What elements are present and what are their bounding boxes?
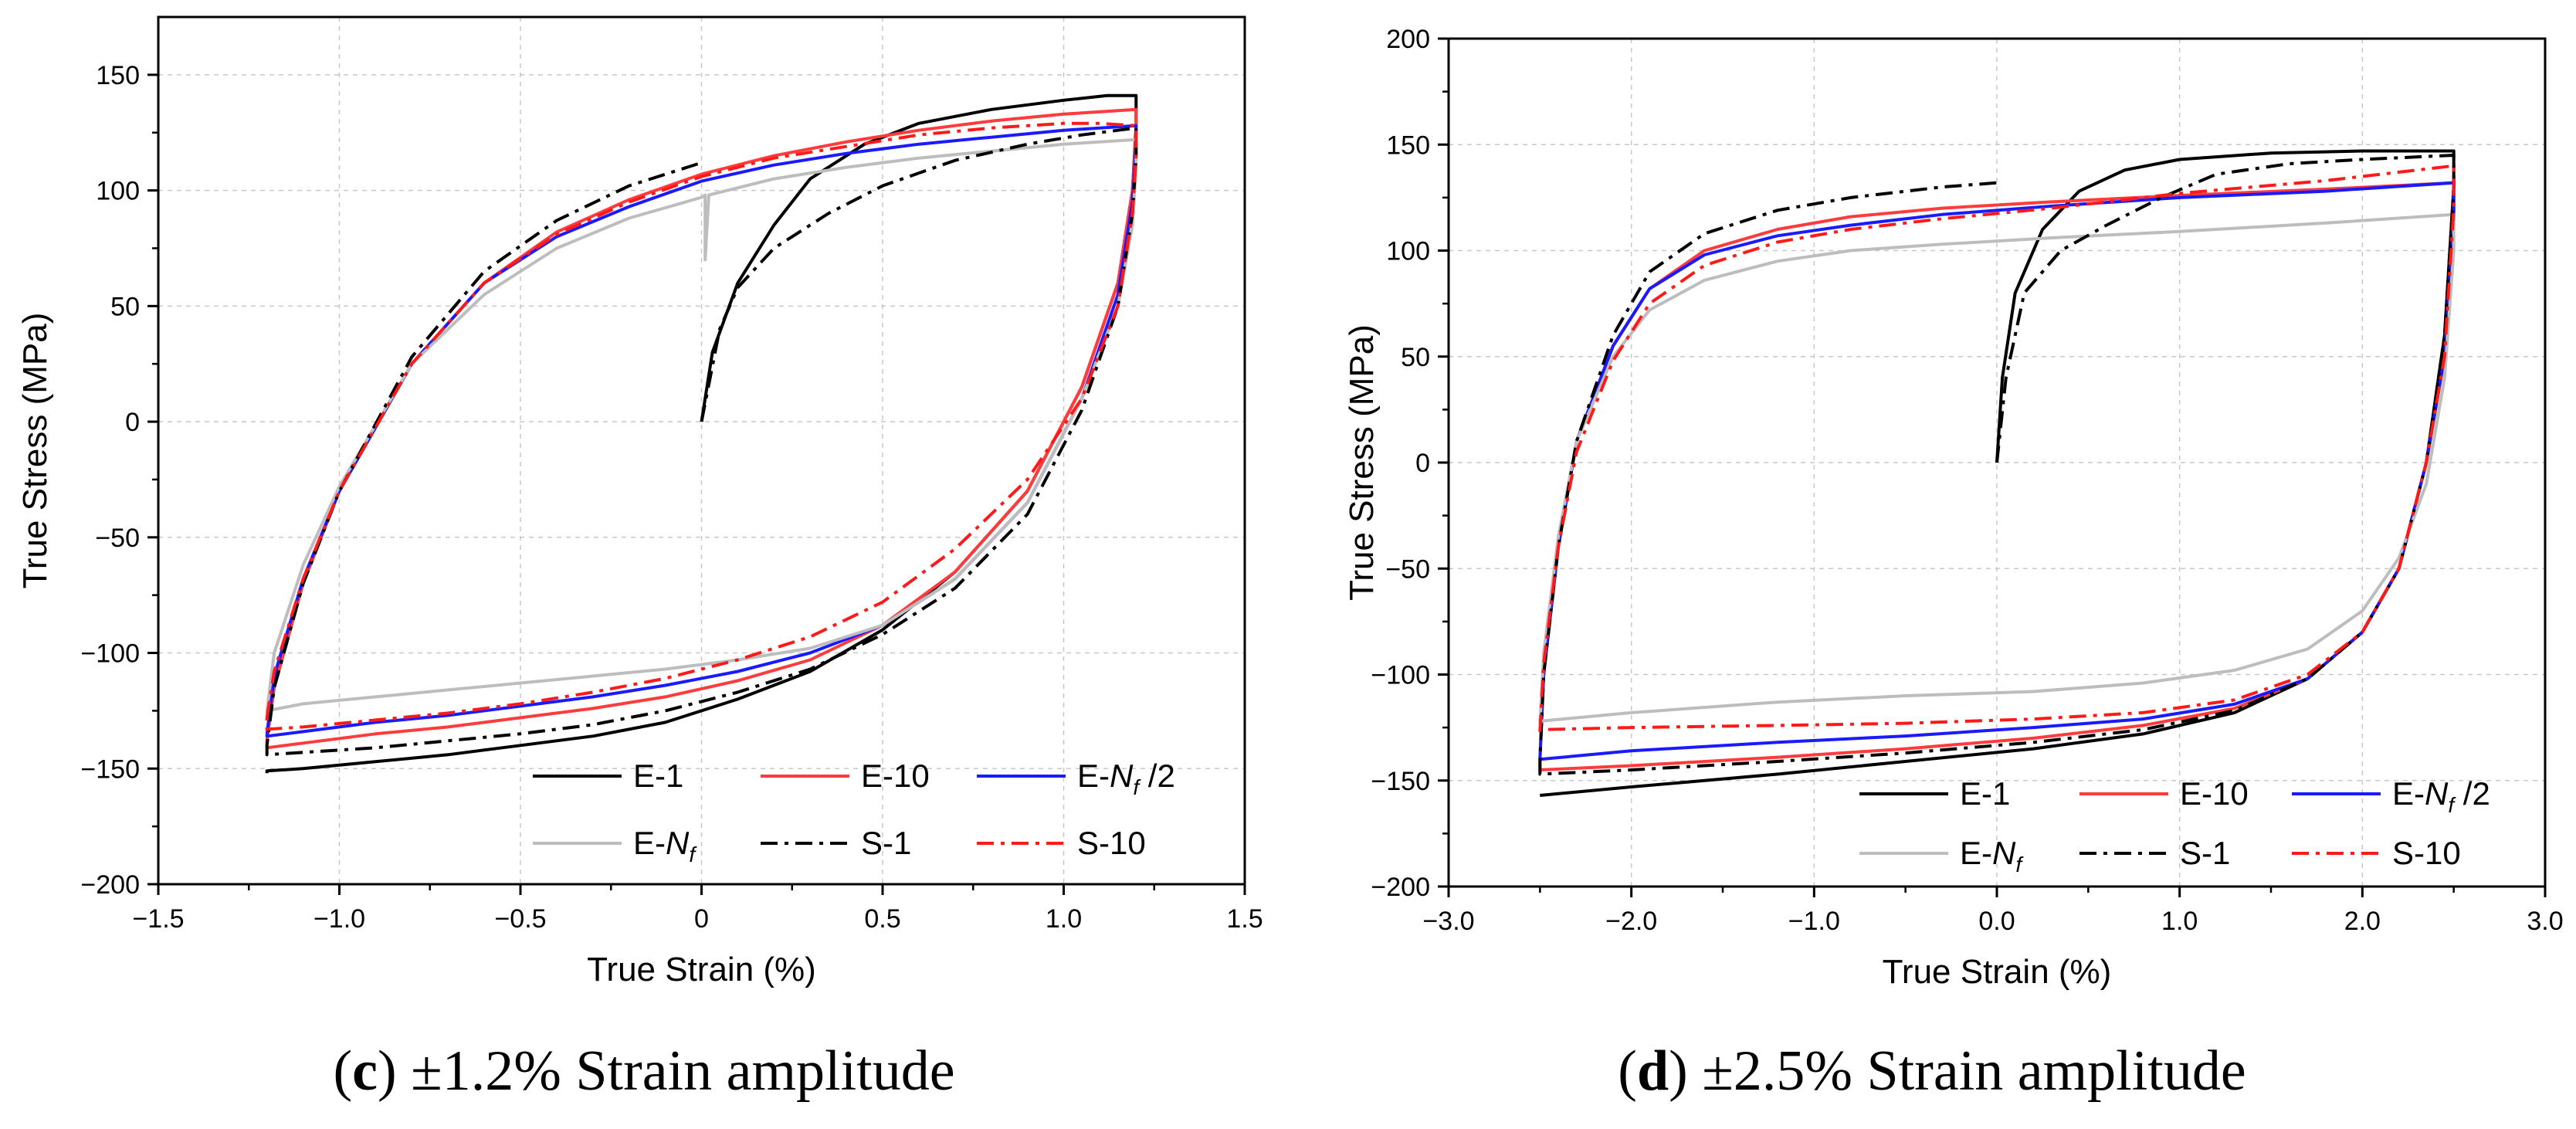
- c-legend-label-italic: N: [666, 825, 690, 861]
- c-ytick-label: −50: [95, 524, 140, 553]
- d-series-s-1: [1538, 154, 2456, 776]
- c-legend-label: S-10: [1077, 825, 1146, 861]
- c-legend-label-subscript: f: [689, 843, 697, 866]
- d-legend-label: S-1: [2180, 835, 2230, 871]
- d-xtick-label: −2.0: [1605, 907, 1657, 936]
- panel-d: −3.0 −2.0 −1.0 0.0 1.0 2.0 3.0 −200 −150 −100 −50 0…: [1288, 0, 2576, 1129]
- c-legend-label-main: S-1: [861, 825, 911, 861]
- c-xtick-label: −1.5: [132, 904, 184, 934]
- c-legend-label-main: S-10: [1077, 825, 1146, 861]
- c-xtick-label: 1.5: [1226, 904, 1263, 934]
- caption-c-letter: c: [352, 1039, 378, 1103]
- c-legend-label: S-1: [861, 825, 911, 861]
- c-ytick-label: 150: [96, 61, 140, 90]
- c-series-group: [265, 93, 1138, 774]
- caption-d: (d) ±2.5% Strain amplitude: [1288, 1039, 2576, 1104]
- caption-c-paren-close: ): [377, 1039, 397, 1103]
- d-series-e-nf: [1538, 212, 2456, 724]
- d-xtick-label: 3.0: [2527, 907, 2563, 936]
- c-series-s-1: [265, 126, 1138, 757]
- chart-c: −1.5 −1.0 −0.5 0 0.5 1.0 1.5 −200 −150 −100 −50 0 50…: [16, 15, 1263, 988]
- d-xtick-label: 1.0: [2161, 907, 2198, 936]
- d-ytick-label: −100: [1371, 661, 1430, 690]
- d-xtick-label: 0.0: [1978, 907, 2015, 936]
- c-ytick-label: −200: [80, 870, 140, 900]
- d-series-s-10: [1538, 164, 2456, 732]
- c-series-e-nf: [265, 137, 1138, 714]
- c-xtick-label: −1.0: [314, 904, 365, 934]
- d-xtick-label: 2.0: [2344, 907, 2381, 936]
- c-legend-label-subscript: f: [1133, 775, 1141, 799]
- caption-d-text: ±2.5% Strain amplitude: [1687, 1039, 2246, 1103]
- d-xtick-label: −1.0: [1788, 907, 1840, 936]
- c-ytick-label: −150: [80, 754, 140, 784]
- c-legend-label-main: E-1: [633, 758, 683, 794]
- caption-c-paren-open: (: [333, 1039, 353, 1103]
- d-yaxis-title: True Stress (MPa): [1343, 324, 1381, 601]
- c-ticks: [147, 73, 1246, 895]
- c-xtick-label: 0.5: [864, 904, 900, 934]
- caption-d-paren-close: ): [1669, 1039, 1688, 1103]
- caption-d-paren-open: (: [1618, 1039, 1637, 1103]
- c-legend-label: E-Nf: [633, 825, 697, 866]
- c-legend: E-1 E-10 E-Nf /2E-Nf S-1 S-10: [533, 758, 1175, 866]
- d-ytick-label: 0: [1415, 449, 1430, 478]
- c-legend-label: E-1: [633, 758, 683, 794]
- c-ytick-label: −100: [80, 639, 140, 669]
- d-ticks: [1438, 37, 2547, 897]
- caption-d-letter: d: [1636, 1039, 1669, 1103]
- c-legend-label: E-10: [861, 758, 930, 794]
- d-ytick-label: 100: [1386, 237, 1430, 266]
- c-xaxis-title: True Strain (%): [587, 951, 816, 988]
- d-legend-label: E-10: [2180, 775, 2249, 812]
- d-ytick-label: −200: [1371, 873, 1430, 902]
- d-legend-label-main: E-1: [1960, 775, 2010, 812]
- d-legend-label: S-10: [2392, 835, 2461, 871]
- d-xaxis-title: True Strain (%): [1883, 953, 2112, 991]
- d-ytick-label: 200: [1386, 25, 1430, 54]
- d-legend-label: E-Nf /2: [2392, 775, 2490, 817]
- c-xtick-label: −0.5: [494, 904, 546, 934]
- d-legend-label-subscript: f: [2448, 793, 2456, 817]
- c-legend-label-main: E-: [1077, 758, 1110, 794]
- c-ytick-label: 50: [110, 292, 140, 321]
- d-legend-label-italic: N: [1992, 835, 2016, 871]
- d-legend-label-main: E-: [2392, 775, 2425, 812]
- d-legend-label-suffix: /2: [2454, 775, 2490, 812]
- d-legend-label-subscript: f: [2015, 853, 2024, 876]
- c-legend-label: E-Nf /2: [1077, 758, 1175, 799]
- d-ytick-label: −150: [1371, 767, 1430, 796]
- d-xtick-label: −3.0: [1422, 907, 1474, 936]
- d-legend-label-main: E-: [1960, 835, 1992, 871]
- d-legend-label-italic: N: [2425, 775, 2449, 812]
- d-series-group: [1538, 149, 2456, 797]
- c-ytick-label: 0: [125, 408, 140, 437]
- d-legend-label: E-Nf: [1960, 835, 2024, 876]
- panel-c: −1.5 −1.0 −0.5 0 0.5 1.0 1.5 −200 −150 −100 −50 0 50…: [0, 15, 1288, 1104]
- chart-d: −3.0 −2.0 −1.0 0.0 1.0 2.0 3.0 −200 −150 −100 −50 0…: [1343, 25, 2564, 991]
- c-series-s-10: [265, 121, 1138, 731]
- caption-c-text: ±1.2% Strain amplitude: [396, 1039, 955, 1103]
- c-yaxis-title: True Stress (MPa): [16, 313, 54, 589]
- d-ytick-label: −50: [1385, 554, 1430, 584]
- d-legend-label-main: S-1: [2180, 835, 2230, 871]
- c-gridlines: [158, 17, 1245, 884]
- c-legend-label-suffix: /2: [1139, 758, 1175, 794]
- d-legend: E-1 E-10 E-Nf /2E-Nf S-1 S-10: [1859, 775, 2490, 876]
- d-legend-label-main: S-10: [2392, 835, 2461, 871]
- c-xtick-label: 0: [694, 904, 709, 934]
- d-ytick-label: 50: [1401, 343, 1430, 372]
- caption-c: (c) ±1.2% Strain amplitude: [0, 1039, 1288, 1104]
- c-series-e-nf-2: [265, 124, 1138, 738]
- c-legend-label-main: E-10: [861, 758, 930, 794]
- c-ytick-label: 100: [96, 177, 140, 206]
- d-legend-label: E-1: [1960, 775, 2010, 812]
- d-legend-label-main: E-10: [2180, 775, 2249, 812]
- c-xtick-label: 1.0: [1046, 904, 1082, 934]
- d-ytick-label: 150: [1386, 131, 1430, 160]
- c-legend-label-main: E-: [633, 825, 666, 861]
- c-legend-label-italic: N: [1110, 758, 1134, 794]
